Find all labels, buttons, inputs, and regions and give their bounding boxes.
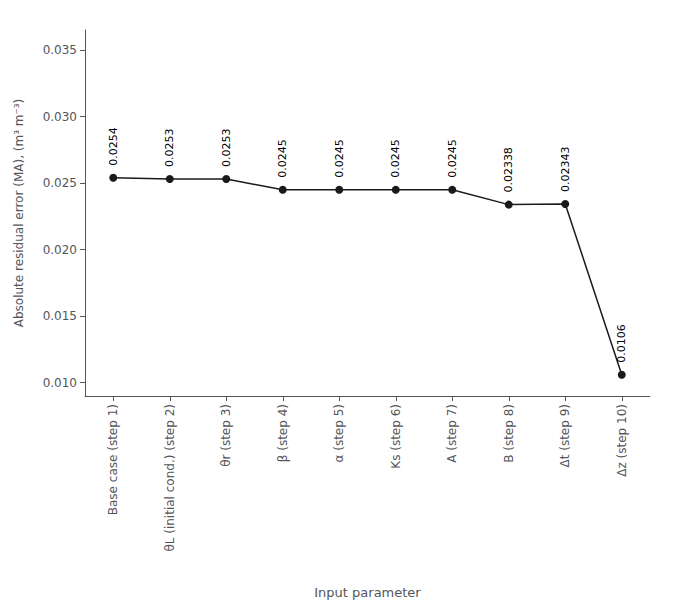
- svg-text:Absolute residual error (MA),: Absolute residual error (MA), (m³ m⁻³): [12, 99, 26, 328]
- svg-text:θL (initial cond.) (step 2): θL (initial cond.) (step 2): [163, 404, 177, 552]
- svg-text:0.0245: 0.0245: [333, 139, 346, 178]
- svg-text:Base case (step 1): Base case (step 1): [106, 404, 120, 515]
- svg-text:α (step 5): α (step 5): [332, 404, 346, 463]
- svg-text:0.0245: 0.0245: [389, 139, 402, 178]
- svg-text:0.0245: 0.0245: [446, 139, 459, 178]
- svg-text:0.02343: 0.02343: [559, 146, 572, 192]
- svg-text:0.0106: 0.0106: [615, 324, 628, 363]
- svg-text:B (step 8): B (step 8): [502, 404, 516, 463]
- svg-text:0.035: 0.035: [43, 43, 77, 57]
- svg-text:0.02338: 0.02338: [502, 147, 515, 193]
- svg-text:Input parameter: Input parameter: [314, 585, 421, 600]
- svg-text:0.0253: 0.0253: [220, 129, 233, 168]
- svg-text:0.015: 0.015: [43, 309, 77, 323]
- svg-text:Δz (step 10): Δz (step 10): [615, 404, 629, 477]
- svg-text:θr (step 3): θr (step 3): [219, 404, 233, 467]
- svg-text:0.0253: 0.0253: [163, 129, 176, 168]
- svg-text:0.020: 0.020: [43, 243, 77, 257]
- svg-text:0.0245: 0.0245: [276, 139, 289, 178]
- svg-text:0.010: 0.010: [43, 376, 77, 390]
- svg-text:0.030: 0.030: [43, 110, 77, 124]
- svg-text:0.0254: 0.0254: [107, 127, 120, 166]
- svg-text:β (step 4): β (step 4): [276, 404, 290, 462]
- svg-text:Δt (step 9): Δt (step 9): [558, 404, 572, 468]
- svg-text:0.025: 0.025: [43, 176, 77, 190]
- svg-text:A (step 7): A (step 7): [445, 404, 459, 463]
- svg-text:Ks (step 6): Ks (step 6): [389, 404, 403, 469]
